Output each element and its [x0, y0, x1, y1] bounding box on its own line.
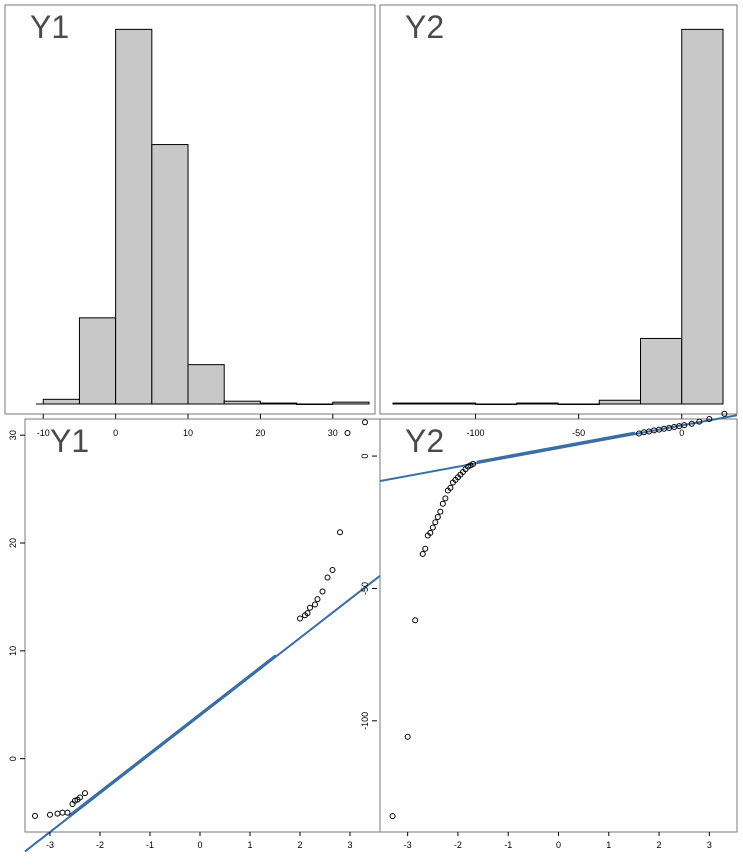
panel-frame	[379, 4, 738, 415]
x-tick-label: -1	[504, 840, 512, 850]
histogram-bar	[332, 401, 370, 405]
qq-point	[404, 733, 411, 740]
histogram-bar	[392, 402, 435, 405]
panel-histogram-y2: Y2 -100 -50 0	[379, 4, 738, 438]
qq-point	[706, 416, 713, 422]
qq-point	[412, 617, 419, 624]
histogram-bar	[296, 403, 334, 405]
histogram-bar	[259, 402, 298, 405]
panel-frame	[379, 418, 738, 833]
x-tick-label: -100	[466, 428, 484, 438]
qq-point	[681, 422, 688, 429]
qq-point	[47, 811, 53, 818]
qq-point	[432, 519, 439, 526]
histogram-bar	[516, 402, 559, 405]
histogram-bar	[681, 28, 724, 405]
y-tick-label: 0	[360, 454, 370, 459]
histogram-bar	[187, 364, 225, 405]
x-tick-label: 3	[707, 840, 712, 850]
qq-point	[437, 508, 444, 515]
x-tick-label: -2	[96, 840, 104, 850]
qq-point	[59, 809, 66, 816]
x-tick-label: 3	[347, 840, 352, 850]
x-tick-label: 20	[255, 428, 265, 438]
x-tick-label: -3	[46, 840, 54, 850]
panel-title: Y2	[405, 423, 444, 459]
qq-point	[434, 513, 441, 520]
histogram-bar	[223, 400, 261, 405]
qq-point	[422, 545, 429, 552]
x-tick-label: 30	[328, 428, 338, 438]
qq-point	[307, 604, 313, 611]
qq-point	[721, 410, 728, 417]
histogram-bar	[151, 144, 189, 405]
histogram-bar	[115, 28, 153, 405]
histogram-bar	[78, 317, 117, 405]
y-tick-label: 30	[8, 430, 18, 440]
qq-point	[362, 419, 368, 426]
x-tick-label: 0	[197, 840, 202, 850]
y-tick-label: -100	[360, 712, 370, 730]
x-tick-label: 10	[183, 428, 193, 438]
histogram-bar	[42, 398, 80, 405]
x-tick-label: -3	[404, 840, 412, 850]
x-tick-label: -1	[146, 840, 154, 850]
qq-point	[389, 813, 396, 820]
qq-point	[427, 529, 434, 536]
qq-dense-points	[476, 431, 636, 464]
qq-point	[688, 420, 695, 427]
panel-histogram-y1: Y1 -10 0 10 20 30	[4, 4, 376, 438]
x-tick-label: 0	[679, 428, 684, 438]
y-tick-label: 0	[8, 756, 18, 761]
y-tick-label: 20	[8, 538, 18, 548]
qq-point	[64, 809, 71, 816]
qq-point	[324, 574, 331, 581]
histogram-bar	[640, 337, 683, 405]
panel-title: Y2	[405, 9, 444, 45]
qq-point	[297, 615, 303, 622]
panel-frame	[24, 418, 381, 833]
qq-point	[439, 500, 446, 507]
x-tick-label: 0	[556, 840, 561, 850]
histogram-bar	[598, 399, 641, 405]
qq-point	[304, 610, 311, 617]
qq-dense-points	[68, 654, 277, 817]
qq-point	[447, 484, 454, 491]
histogram-bar	[433, 402, 476, 405]
histogram-bar	[557, 403, 600, 405]
panel-qq-y2: Y2 -3 -2 -1 0 1 2 3 -100 -50 0	[360, 410, 738, 850]
qq-point	[429, 524, 436, 531]
histogram-bar	[475, 403, 518, 405]
x-tick-label: -50	[572, 428, 585, 438]
qq-point	[319, 588, 326, 595]
qq-point	[32, 812, 38, 819]
qq-point	[470, 461, 477, 468]
qq-point	[696, 418, 703, 425]
qq-point	[344, 430, 351, 437]
panel-title: Y1	[50, 423, 89, 459]
x-tick-label: -2	[454, 840, 462, 850]
panel-frame	[4, 4, 376, 415]
x-tick-label: 1	[606, 840, 611, 850]
qq-point	[442, 495, 449, 502]
y-tick-label: -50	[360, 582, 370, 595]
y-tick-label: 10	[8, 646, 18, 656]
qq-point	[314, 596, 321, 603]
qq-point	[337, 529, 343, 536]
panel-title: Y1	[30, 9, 69, 45]
qq-point	[312, 601, 318, 608]
qq-point	[82, 790, 88, 797]
qq-point	[54, 810, 61, 817]
qq-point	[329, 566, 336, 573]
qq-point	[419, 551, 426, 558]
x-tick-label: 2	[657, 840, 662, 850]
x-tick-label: 2	[297, 840, 302, 850]
x-tick-label: -10	[37, 428, 50, 438]
x-tick-label: 1	[247, 840, 252, 850]
x-tick-label: 0	[113, 428, 118, 438]
qq-point	[77, 794, 83, 801]
